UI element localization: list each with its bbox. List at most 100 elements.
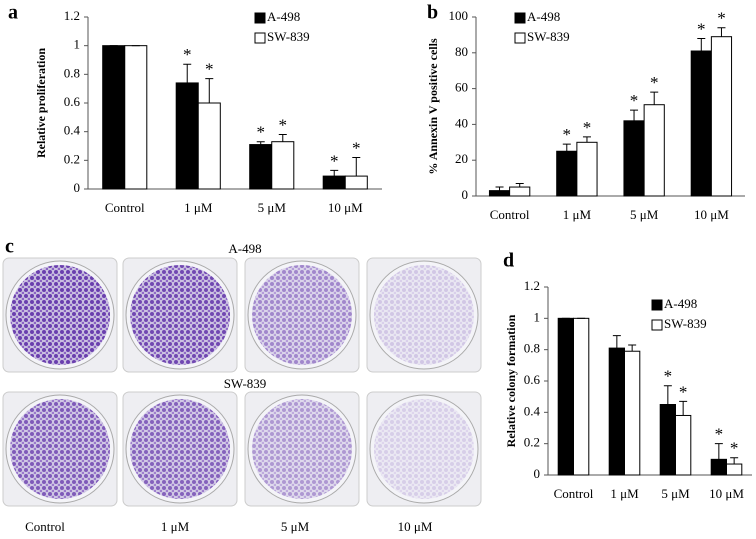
y-axis-label: Relative proliferation bbox=[34, 48, 48, 158]
bar bbox=[102, 45, 126, 190]
legend-swatch bbox=[651, 319, 663, 331]
column-label: 5 μM bbox=[281, 519, 310, 534]
panel-letter: a bbox=[8, 2, 18, 24]
bar bbox=[271, 141, 295, 190]
column-label: 1 μM bbox=[161, 519, 190, 534]
legend-label: SW-839 bbox=[267, 29, 310, 44]
error-bar bbox=[612, 335, 621, 349]
significance-mark: * bbox=[256, 123, 265, 142]
x-tick-label: 5 μM bbox=[630, 207, 659, 222]
x-tick-label: 10 μM bbox=[694, 207, 729, 222]
y-tick-label: 0 bbox=[462, 187, 469, 202]
error-bar bbox=[697, 37, 706, 52]
y-tick-label: 1 bbox=[74, 37, 81, 52]
bar bbox=[197, 102, 221, 190]
y-tick-label: 100 bbox=[449, 8, 469, 23]
significance-mark: * bbox=[630, 91, 639, 110]
error-bar bbox=[730, 457, 739, 465]
y-tick-label: 0.2 bbox=[64, 151, 80, 166]
y-tick-label: 1.2 bbox=[524, 278, 540, 293]
error-bar bbox=[717, 27, 726, 37]
significance-mark: * bbox=[679, 382, 688, 401]
well-cells bbox=[10, 399, 110, 499]
significance-mark: * bbox=[183, 45, 192, 64]
well-cells bbox=[252, 265, 352, 365]
well-images bbox=[2, 257, 482, 507]
bar bbox=[624, 350, 641, 476]
x-tick-label: 10 μM bbox=[328, 200, 363, 215]
y-tick-label: 0.8 bbox=[524, 341, 540, 356]
error-bar bbox=[278, 134, 287, 142]
row-label: A-498 bbox=[228, 241, 261, 256]
significance-mark: * bbox=[717, 9, 726, 28]
significance-mark: * bbox=[352, 138, 361, 157]
bar bbox=[509, 186, 531, 197]
significance-mark: * bbox=[715, 425, 724, 444]
bar bbox=[608, 347, 626, 476]
error-bar bbox=[562, 143, 571, 152]
significance-mark: * bbox=[279, 115, 288, 134]
legend-label: SW-839 bbox=[664, 316, 707, 331]
error-bar bbox=[183, 63, 192, 83]
well-cells bbox=[10, 265, 110, 365]
x-tick-label: 5 μM bbox=[661, 486, 690, 501]
significance-mark: * bbox=[205, 60, 214, 79]
legend-label: A-498 bbox=[527, 9, 560, 24]
y-tick-label: 0.2 bbox=[524, 435, 540, 450]
error-bar bbox=[650, 91, 659, 105]
y-tick-label: 0.6 bbox=[524, 372, 541, 387]
bar bbox=[344, 175, 368, 190]
bar bbox=[488, 190, 511, 197]
error-bar bbox=[205, 78, 214, 103]
y-tick-label: 0.8 bbox=[64, 65, 80, 80]
y-tick-label: 40 bbox=[455, 115, 468, 130]
bar bbox=[556, 150, 578, 197]
x-tick-label: Control bbox=[490, 207, 530, 222]
x-tick-label: Control bbox=[554, 486, 594, 501]
error-bar bbox=[630, 109, 639, 121]
well-cells bbox=[374, 265, 474, 365]
y-tick-label: 60 bbox=[455, 80, 468, 95]
bar bbox=[726, 463, 743, 476]
bar bbox=[124, 45, 148, 190]
error-bar bbox=[714, 443, 723, 460]
bar bbox=[643, 104, 665, 197]
legend-swatch bbox=[651, 299, 663, 311]
row-label: SW-839 bbox=[224, 376, 267, 391]
y-tick-label: 0.4 bbox=[524, 403, 541, 418]
y-tick-label: 0 bbox=[534, 466, 541, 481]
legend-swatch bbox=[254, 12, 266, 24]
well-cells bbox=[374, 399, 474, 499]
error-bar bbox=[679, 400, 688, 416]
y-tick-label: 0.4 bbox=[64, 123, 81, 138]
bar bbox=[710, 36, 733, 197]
significance-mark: * bbox=[697, 19, 706, 38]
error-bar bbox=[515, 182, 524, 188]
significance-mark: * bbox=[664, 367, 673, 386]
error-bar bbox=[256, 141, 265, 145]
bar bbox=[675, 414, 692, 476]
well-cells bbox=[130, 265, 230, 365]
bar bbox=[249, 144, 273, 190]
well-cells bbox=[130, 399, 230, 499]
y-tick-label: 0.6 bbox=[64, 94, 81, 109]
panel-letter: b bbox=[427, 2, 438, 24]
y-tick-label: 1.2 bbox=[64, 8, 80, 23]
well-cells bbox=[252, 399, 352, 499]
x-tick-label: Control bbox=[105, 200, 145, 215]
y-tick-label: 20 bbox=[455, 151, 468, 166]
bar bbox=[573, 317, 590, 476]
bar bbox=[557, 317, 575, 476]
bar bbox=[690, 50, 712, 197]
significance-mark: * bbox=[563, 125, 572, 144]
y-axis-label: % Annexin V positive cells bbox=[426, 38, 440, 175]
significance-mark: * bbox=[330, 151, 339, 170]
column-label: 10 μM bbox=[398, 519, 433, 534]
error-bar bbox=[628, 344, 637, 352]
significance-mark: * bbox=[730, 439, 739, 458]
y-tick-label: 80 bbox=[455, 44, 468, 59]
error-bar bbox=[352, 156, 361, 177]
x-tick-label: 1 μM bbox=[563, 207, 592, 222]
legend-label: A-498 bbox=[664, 296, 697, 311]
